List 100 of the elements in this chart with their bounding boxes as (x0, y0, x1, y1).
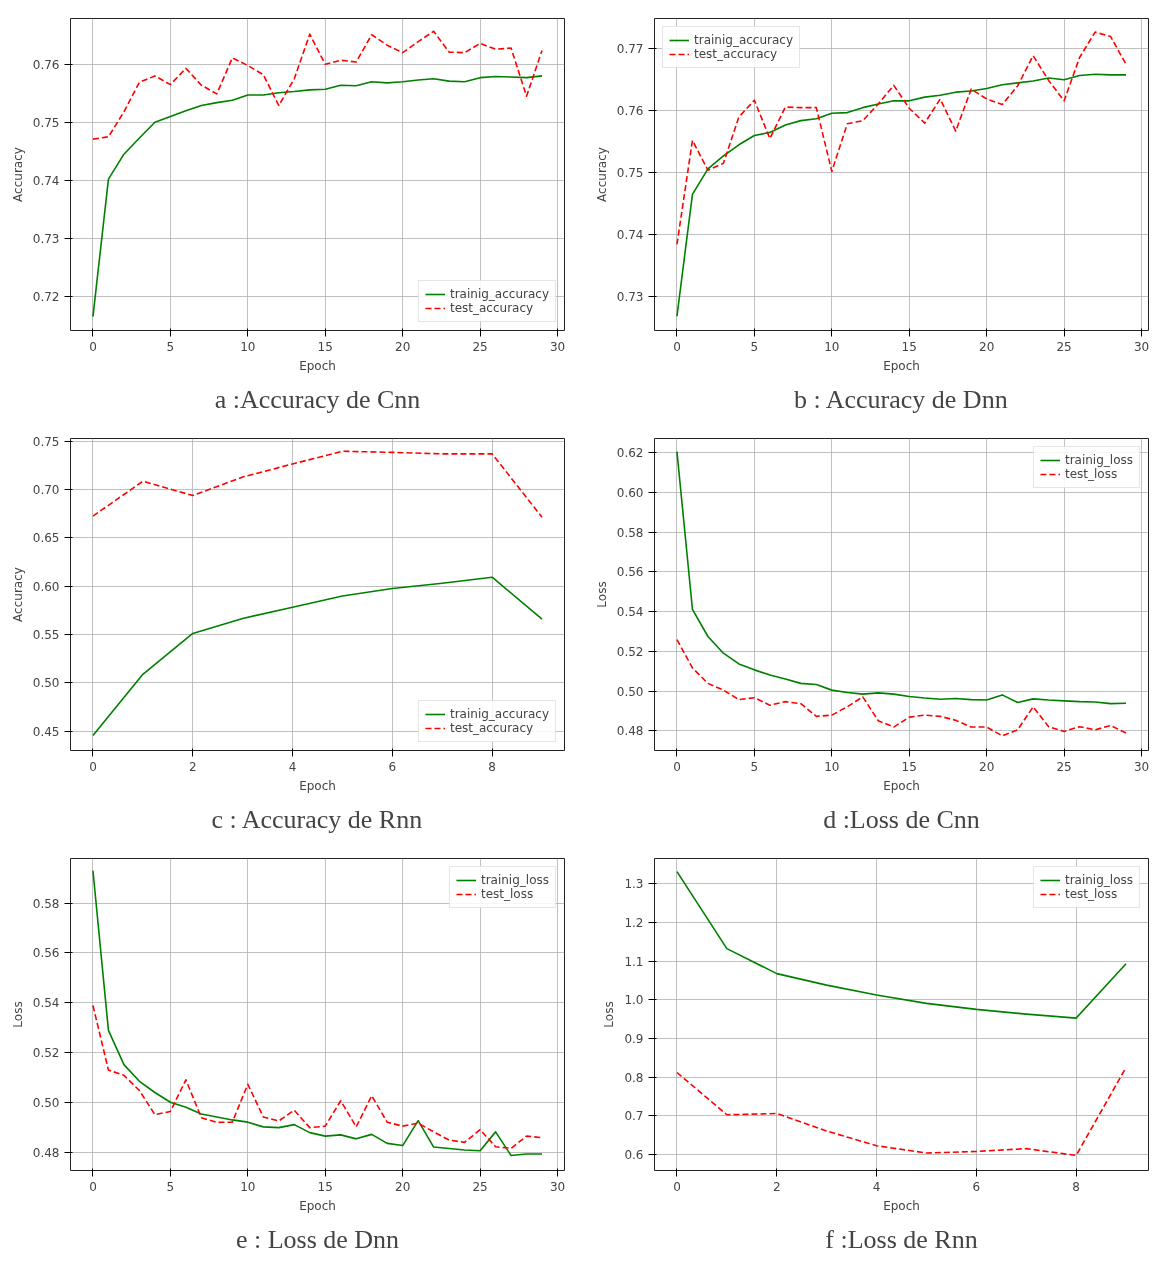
x-tick-label: 6 (388, 759, 397, 774)
x-tick-label: 25 (472, 1179, 488, 1194)
y-axis-title: Loss (10, 1001, 25, 1028)
x-tick-label: 30 (549, 339, 566, 354)
legend-label: test_loss (1064, 467, 1118, 481)
y-tick-label: 0.55 (32, 628, 60, 643)
x-tick-label: 8 (1072, 1179, 1080, 1194)
x-tick-label: 20 (979, 759, 995, 774)
x-tick-label: 5 (166, 1179, 175, 1194)
legend-label: test_accuracy (694, 47, 778, 61)
x-tick-label: 0 (89, 1179, 97, 1194)
x-tick-label: 10 (240, 339, 256, 354)
y-tick-label: 0.76 (32, 58, 60, 73)
x-tick-label: 20 (395, 339, 411, 354)
y-tick-label: 0.75 (32, 116, 60, 131)
y-tick-label: 0.48 (32, 1145, 60, 1160)
y-tick-label: 0.73 (32, 232, 60, 247)
x-tick-label: 25 (1056, 759, 1072, 774)
x-tick-label: 30 (549, 1179, 566, 1194)
x-tick-label: 5 (750, 759, 759, 774)
y-tick-label: 0.6 (624, 1148, 644, 1163)
y-axis-title: Accuracy (10, 147, 25, 202)
y-tick-label: 0.73 (616, 289, 644, 304)
y-tick-label: 0.52 (616, 644, 644, 659)
x-axis-title: Epoch (299, 358, 336, 373)
y-tick-label: 0.50 (616, 684, 644, 699)
y-tick-label: 0.62 (616, 446, 644, 461)
x-tick-label: 20 (979, 339, 995, 354)
x-axis-title: Epoch (883, 778, 920, 793)
y-tick-label: 0.8 (624, 1070, 644, 1085)
legend-label: test_loss (1064, 887, 1118, 901)
x-tick-label: 2 (772, 1179, 781, 1194)
text: a :Accuracy de Cnn (214, 384, 421, 414)
y-tick-label: 0.74 (616, 228, 644, 243)
y-tick-label: 0.60 (32, 579, 60, 594)
y-tick-label: 0.75 (616, 166, 644, 181)
x-tick-label: 4 (288, 759, 297, 774)
y-tick-label: 0.45 (32, 724, 60, 739)
legend-label: test_accuracy (449, 721, 534, 735)
y-tick-label: 0.56 (32, 946, 60, 961)
y-tick-label: 0.77 (616, 42, 644, 57)
y-axis-title: Loss (594, 581, 609, 608)
x-tick-label: 30 (1133, 759, 1150, 774)
y-tick-label: 0.70 (32, 482, 60, 497)
y-tick-label: 0.58 (616, 525, 644, 540)
y-tick-label: 1.0 (624, 993, 644, 1008)
x-tick-label: 15 (317, 339, 333, 354)
x-axis-title: Epoch (299, 1198, 336, 1213)
x-tick-label: 15 (901, 339, 917, 354)
x-tick-label: 15 (901, 759, 917, 774)
text: e : Loss de Dnn (235, 1224, 400, 1254)
text: f :Loss de Rnn (825, 1224, 978, 1254)
x-tick-label: 0 (89, 759, 97, 774)
y-tick-label: 0.56 (616, 565, 644, 580)
x-tick-label: 15 (317, 1179, 333, 1194)
x-axis-title: Epoch (883, 358, 920, 373)
x-tick-label: 2 (188, 759, 197, 774)
y-tick-label: 0.54 (32, 996, 60, 1011)
text: d :Loss de Cnn (823, 804, 980, 834)
y-axis-title: Loss (602, 1001, 617, 1028)
legend-label: trainig_accuracy (449, 287, 549, 301)
y-tick-label: 1.2 (624, 916, 644, 931)
legend-label: trainig_loss (1064, 453, 1133, 467)
y-axis-title: Accuracy (10, 567, 25, 622)
y-tick-label: 0.48 (616, 724, 644, 739)
text: c : Accuracy de Rnn (211, 804, 423, 834)
x-axis-title: Epoch (299, 778, 336, 793)
x-tick-label: 25 (1056, 339, 1072, 354)
y-tick-label: 0.54 (616, 605, 644, 620)
y-tick-label: 0.72 (32, 290, 60, 305)
x-tick-label: 10 (824, 339, 840, 354)
y-tick-label: 0.50 (32, 1095, 60, 1110)
y-axis-title: Accuracy (594, 147, 609, 202)
x-tick-label: 25 (472, 339, 488, 354)
y-tick-label: 0.7 (624, 1109, 644, 1124)
x-tick-label: 20 (395, 1179, 411, 1194)
x-tick-label: 30 (1133, 339, 1150, 354)
x-tick-label: 4 (872, 1179, 881, 1194)
legend-label: trainig_accuracy (694, 33, 794, 47)
x-tick-label: 0 (673, 339, 681, 354)
y-tick-label: 0.76 (616, 104, 644, 119)
y-tick-label: 1.1 (624, 954, 644, 969)
y-tick-label: 0.74 (32, 174, 60, 189)
y-tick-label: 0.52 (32, 1046, 60, 1061)
x-axis-title: Epoch (883, 1198, 920, 1213)
y-tick-label: 0.60 (616, 486, 644, 501)
legend-label: test_loss (480, 887, 534, 901)
y-tick-label: 1.3 (624, 877, 644, 892)
x-tick-label: 10 (240, 1179, 256, 1194)
x-tick-label: 0 (673, 759, 681, 774)
x-tick-label: 6 (972, 1179, 981, 1194)
y-tick-label: 0.58 (32, 896, 60, 911)
x-tick-label: 0 (89, 339, 97, 354)
x-tick-label: 8 (488, 759, 496, 774)
x-tick-label: 5 (750, 339, 759, 354)
x-tick-label: 5 (166, 339, 175, 354)
y-tick-label: 0.65 (32, 531, 60, 546)
x-tick-label: 0 (673, 1179, 681, 1194)
legend-label: test_accuracy (449, 301, 534, 315)
text: b : Accuracy de Dnn (793, 384, 1008, 414)
